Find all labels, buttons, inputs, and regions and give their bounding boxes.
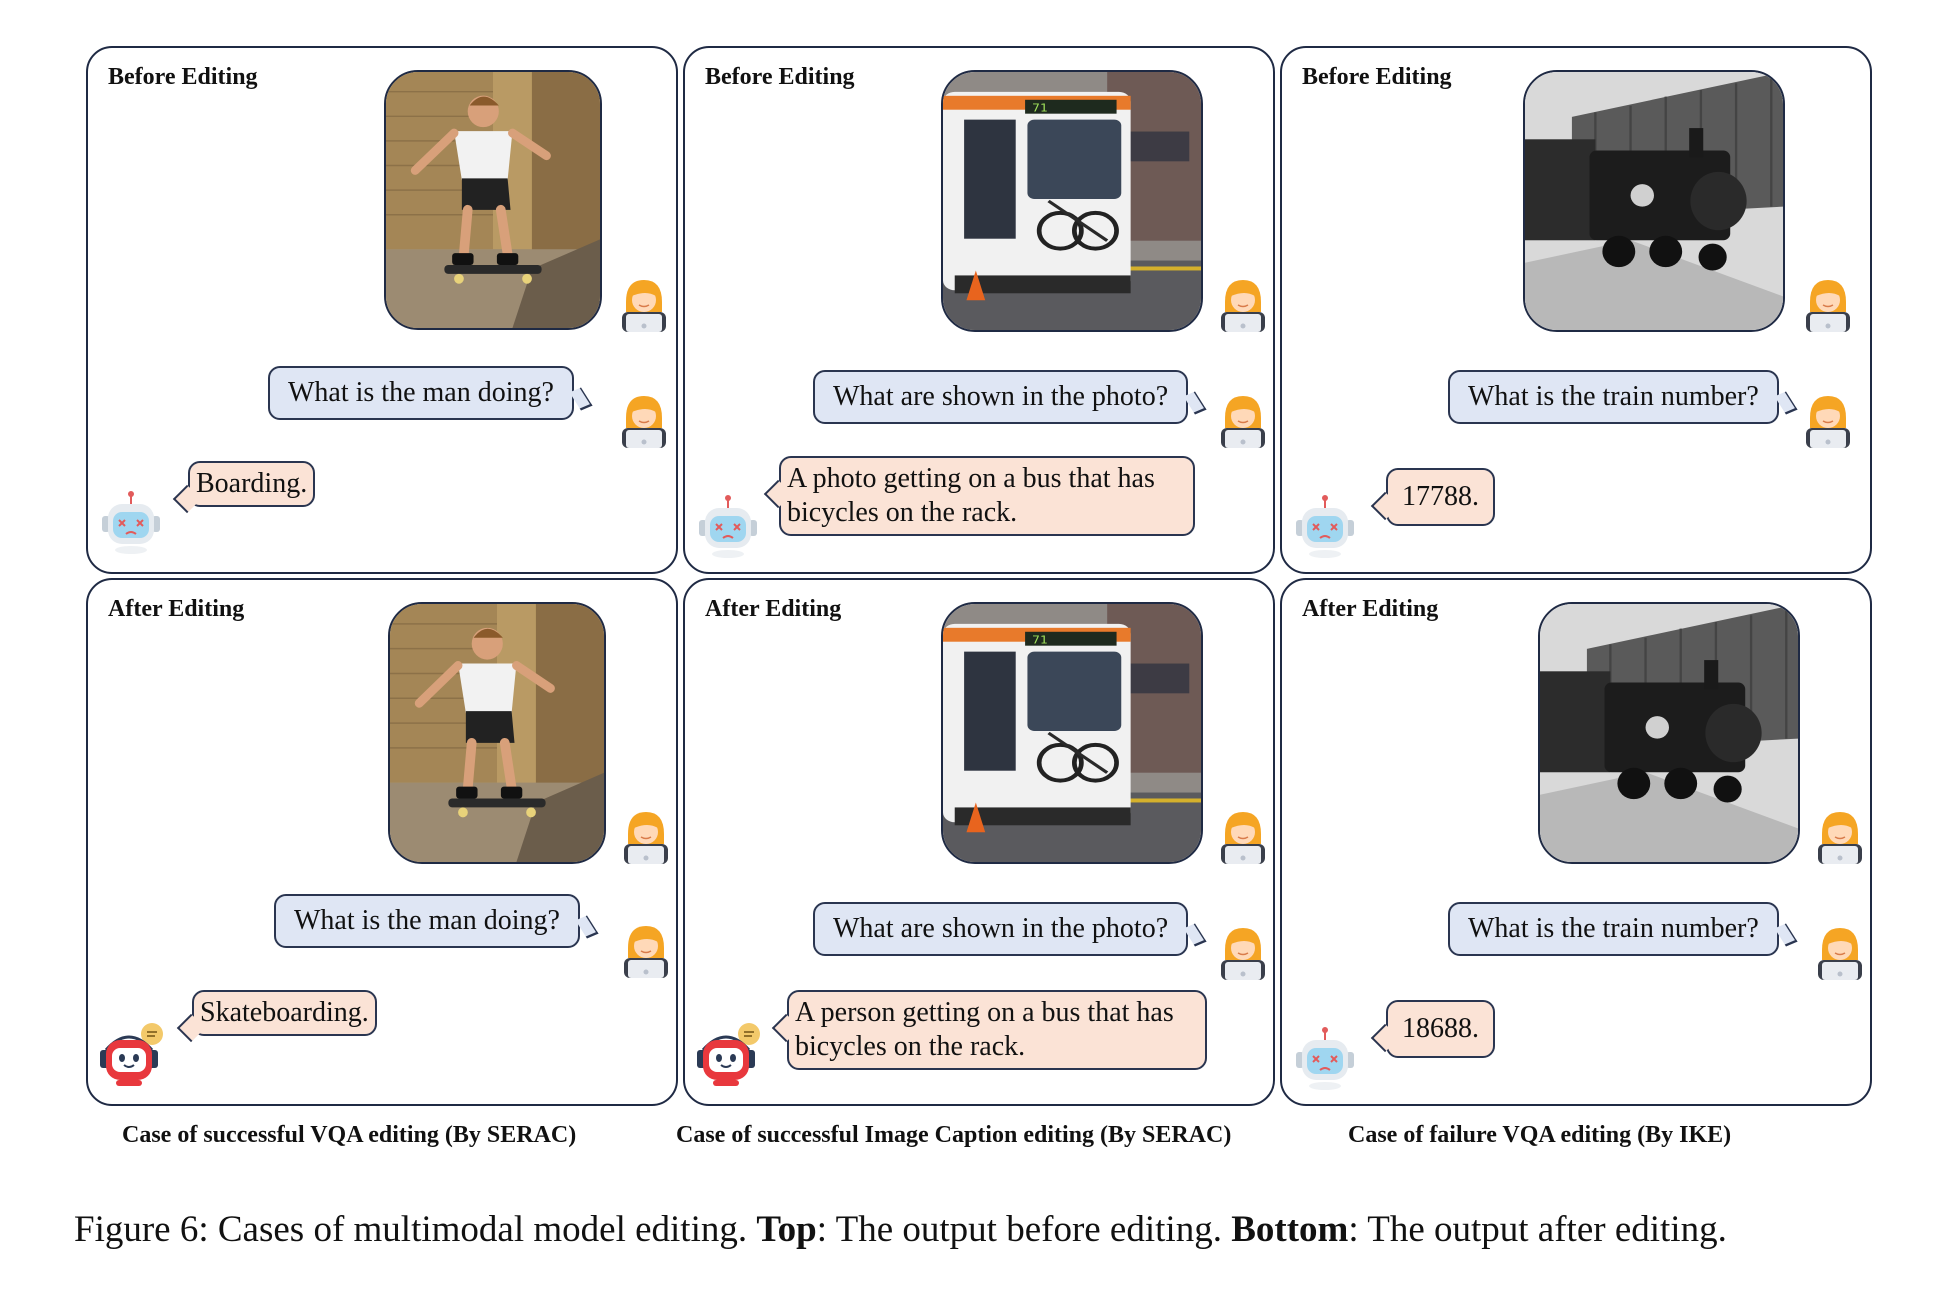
sad-robot-icon [98, 490, 164, 556]
question-bubble: What is the man doing? [274, 894, 580, 948]
question-bubble: What is the train number? [1448, 370, 1779, 424]
user-avatar-icon [616, 392, 672, 450]
answer-bubble: 17788. [1386, 468, 1495, 526]
panel-vqa-after: After Editing What is the man doing? Ska… [86, 578, 678, 1106]
subcaption-image-caption: Case of successful Image Caption editing… [676, 1122, 1232, 1148]
panel-train-before: Before Editing What is the train number?… [1280, 46, 1872, 574]
answer-bubble: A person getting on a bus that has bicyc… [787, 990, 1207, 1070]
user-avatar-icon [1215, 276, 1271, 334]
panel-title: Before Editing [1302, 64, 1452, 90]
user-avatar-icon [1800, 276, 1856, 334]
question-bubble: What is the train number? [1448, 902, 1779, 956]
panel-caption-after: After Editing What are shown in the phot… [683, 578, 1275, 1106]
panel-title: After Editing [1302, 596, 1439, 622]
answer-bubble: 18688. [1386, 1000, 1495, 1058]
subcaption-vqa: Case of successful VQA editing (By SERAC… [122, 1122, 577, 1148]
sad-robot-icon [695, 494, 761, 560]
user-avatar-icon [1215, 808, 1271, 866]
figure-caption: Figure 6: Cases of multimodal model edit… [74, 1208, 1727, 1251]
skateboarder-photo [384, 70, 602, 330]
panel-title: Before Editing [705, 64, 855, 90]
top-label: Top [756, 1209, 817, 1250]
question-bubble: What are shown in the photo? [813, 902, 1189, 956]
user-avatar-icon [618, 922, 674, 980]
bus-photo [941, 602, 1203, 864]
bottom-label: Bottom [1231, 1209, 1349, 1250]
user-avatar-icon [1215, 392, 1271, 450]
answer-bubble: Boarding. [188, 461, 316, 507]
bus-photo [941, 70, 1203, 332]
panel-vqa-before: Before Editing What is the man doing? Bo… [86, 46, 678, 574]
happy-robot-icon [98, 1022, 164, 1088]
skateboarder-photo [388, 602, 606, 864]
question-bubble: What is the man doing? [268, 366, 574, 420]
panel-title: Before Editing [108, 64, 258, 90]
happy-robot-icon [695, 1022, 761, 1088]
train-photo [1523, 70, 1785, 332]
figure-caption-prefix: Figure 6: Cases of multimodal model edit… [74, 1209, 757, 1250]
panel-title: After Editing [108, 596, 245, 622]
train-photo [1538, 602, 1800, 864]
answer-bubble: A photo getting on a bus that has bicycl… [779, 456, 1195, 536]
panel-title: After Editing [705, 596, 842, 622]
subcaption-failure: Case of failure VQA editing (By IKE) [1348, 1122, 1732, 1148]
sad-robot-icon [1292, 1026, 1358, 1092]
sad-robot-icon [1292, 494, 1358, 560]
user-avatar-icon [1812, 924, 1868, 982]
answer-bubble: Skateboarding. [192, 990, 377, 1036]
top-text: : The output before editing. [816, 1209, 1232, 1250]
panel-train-after: After Editing What is the train number? … [1280, 578, 1872, 1106]
user-avatar-icon [1800, 392, 1856, 450]
user-avatar-icon [616, 276, 672, 334]
user-avatar-icon [618, 808, 674, 866]
user-avatar-icon [1215, 924, 1271, 982]
question-bubble: What are shown in the photo? [813, 370, 1189, 424]
panel-caption-before: Before Editing What are shown in the pho… [683, 46, 1275, 574]
user-avatar-icon [1812, 808, 1868, 866]
bottom-text: : The output after editing. [1348, 1209, 1727, 1250]
